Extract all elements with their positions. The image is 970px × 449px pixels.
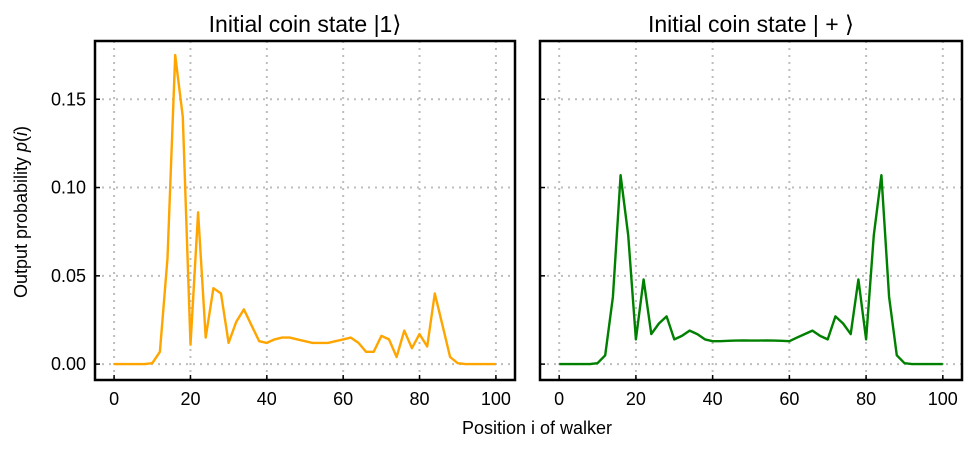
plot-frame-right (538, 39, 964, 382)
series-line-right (559, 173, 943, 366)
chart-title-right: Initial coin state | + ⟩ (648, 11, 854, 37)
series-line-left (114, 53, 496, 366)
x-tick-label: 0 (554, 389, 564, 409)
panel-right: 0 20 40 60 80 100 Initial coin state | + ⟩ (538, 11, 964, 409)
panel-left: 0 20 40 60 80 100 0.00 0.05 0.10 0.15 Initial coi… (51, 11, 517, 409)
x-tick-label: 100 (481, 389, 511, 409)
x-tick-label: 80 (410, 389, 430, 409)
ticks-left: 0 20 40 60 80 100 0.00 0.05 0.10 0.15 (51, 89, 511, 409)
y-tick-label: 0.15 (51, 89, 86, 109)
x-tick-label: 0 (109, 389, 119, 409)
y-axis-label: Output probability p(i) (11, 126, 31, 298)
grid-left (95, 41, 515, 380)
grid-right (540, 41, 962, 380)
x-tick-label: 40 (257, 389, 277, 409)
chart-title-left: Initial coin state |1⟩ (209, 11, 402, 37)
x-tick-label: 60 (779, 389, 799, 409)
ticks-right: 0 20 40 60 80 100 (540, 98, 958, 409)
y-tick-label: 0.10 (51, 178, 86, 198)
y-tick-label: 0.00 (51, 354, 86, 374)
x-tick-label: 20 (180, 389, 200, 409)
y-tick-label: 0.05 (51, 266, 86, 286)
x-tick-label: 100 (928, 389, 958, 409)
x-tick-label: 40 (703, 389, 723, 409)
plot-frame-left (93, 39, 517, 382)
x-tick-label: 20 (626, 389, 646, 409)
x-axis-label: Position i of walker (462, 418, 612, 438)
x-tick-label: 80 (856, 389, 876, 409)
x-tick-label: 60 (333, 389, 353, 409)
